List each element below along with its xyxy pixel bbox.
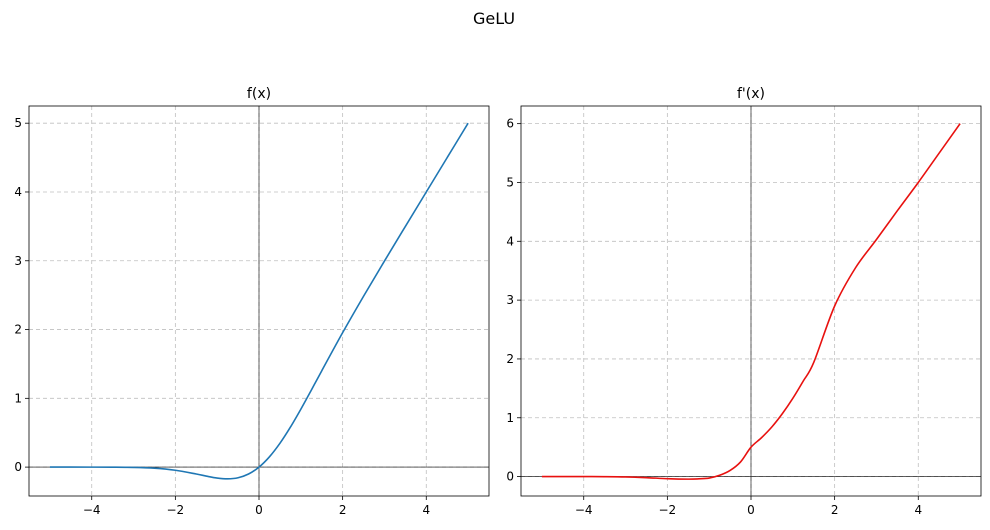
- y-tick-label: 2: [14, 323, 22, 337]
- chart-title-right: f'(x): [737, 86, 765, 102]
- y-tick-label: 2: [506, 352, 514, 366]
- y-tick-label: 0: [506, 470, 514, 484]
- zero-lines-left: [29, 106, 489, 496]
- y-tick-label: 5: [14, 116, 22, 130]
- x-tick-label: 0: [747, 503, 755, 517]
- x-tick-label: −2: [659, 503, 677, 517]
- ticks-left: −4 −2 0 2 4 0 1 2 3 4 5: [14, 116, 430, 517]
- chart-right-fprime: −4 −2 0 2 4 0 1 2 3 4 5 6 f'(x): [506, 86, 981, 517]
- x-tick-label: 4: [422, 503, 430, 517]
- ticks-right: −4 −2 0 2 4 0 1 2 3 4 5 6: [506, 117, 922, 517]
- y-tick-label: 4: [506, 234, 514, 248]
- x-tick-label: 4: [914, 503, 922, 517]
- y-tick-label: 0: [14, 460, 22, 474]
- x-tick-label: −2: [167, 503, 185, 517]
- y-tick-label: 3: [506, 293, 514, 307]
- x-tick-label: 0: [255, 503, 263, 517]
- x-tick-label: 2: [831, 503, 839, 517]
- x-tick-label: −4: [575, 503, 593, 517]
- x-tick-label: 2: [339, 503, 347, 517]
- y-tick-label: 1: [506, 411, 514, 425]
- chart-title-left: f(x): [247, 86, 271, 102]
- y-tick-label: 5: [506, 175, 514, 189]
- y-tick-label: 1: [14, 391, 22, 405]
- figure-title: GeLU: [473, 9, 515, 28]
- y-tick-label: 6: [506, 117, 514, 131]
- chart-left-fx: −4 −2 0 2 4 0 1 2 3 4 5 f(x): [14, 86, 489, 517]
- y-tick-label: 3: [14, 254, 22, 268]
- y-tick-label: 4: [14, 185, 22, 199]
- zero-lines-right: [521, 106, 981, 496]
- x-tick-label: −4: [83, 503, 101, 517]
